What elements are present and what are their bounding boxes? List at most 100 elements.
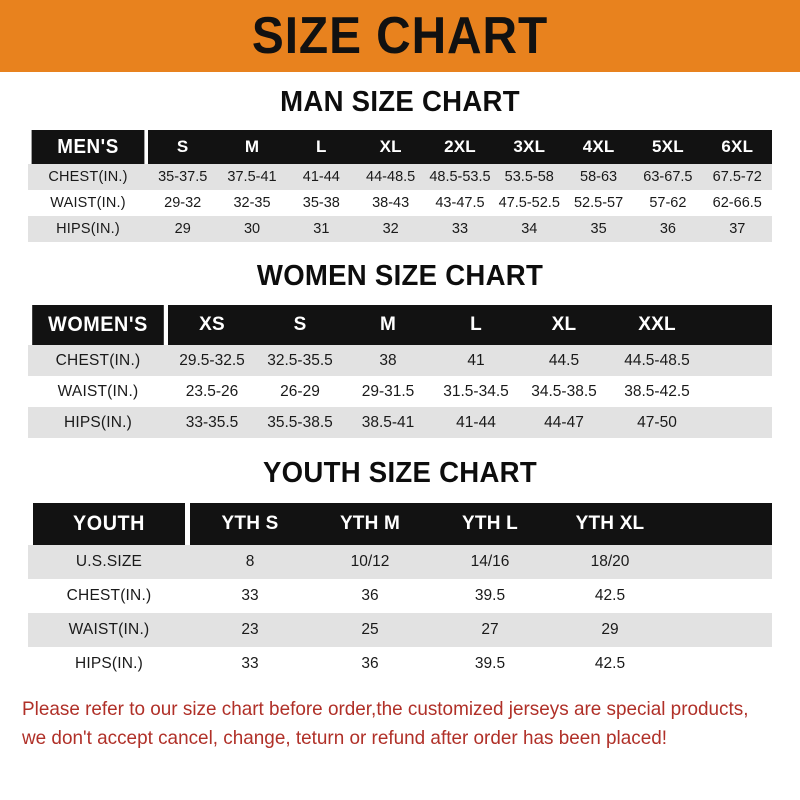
youth-row-label-waist: WAIST(IN.) bbox=[28, 613, 190, 647]
youth-hips-s: 33 bbox=[190, 647, 310, 681]
table-row: HIPS(IN.) 33 36 39.5 42.5 bbox=[28, 647, 772, 681]
man-chest-5xl: 63-67.5 bbox=[633, 164, 703, 190]
youth-row-label-us-size: U.S.SIZE bbox=[28, 545, 190, 579]
youth-col-header-yth-xl: YTH XL bbox=[550, 503, 670, 545]
man-waist-4xl: 52.5-57 bbox=[563, 190, 634, 216]
youth-col-header-yth-l: YTH L bbox=[430, 503, 550, 545]
man-hips-2xl: 33 bbox=[425, 216, 495, 242]
women-section-title: WOMEN SIZE CHART bbox=[256, 260, 544, 292]
youth-waist-xl: 29 bbox=[550, 613, 670, 647]
table-row: HIPS(IN.) 33-35.5 35.5-38.5 38.5-41 41-4… bbox=[28, 407, 772, 438]
youth-chest-s: 33 bbox=[190, 579, 310, 613]
women-header-spacer bbox=[706, 305, 772, 345]
women-row-label-chest: CHEST(IN.) bbox=[28, 345, 168, 376]
youth-ussize-xl: 18/20 bbox=[550, 545, 670, 579]
man-col-header-4xl: 4XL bbox=[563, 130, 634, 164]
youth-ussize-m: 10/12 bbox=[310, 545, 430, 579]
women-waist-xxl: 38.5-42.5 bbox=[608, 376, 706, 407]
man-table-wrap: MEN'S S M L XL 2XL 3XL 4XL 5XL 6XL CHEST… bbox=[28, 130, 772, 242]
women-col-header-l: L bbox=[432, 305, 520, 345]
women-row-label-waist: WAIST(IN.) bbox=[28, 376, 168, 407]
women-hips-spacer bbox=[706, 407, 772, 438]
women-waist-xl: 34.5-38.5 bbox=[520, 376, 608, 407]
man-waist-5xl: 57-62 bbox=[633, 190, 703, 216]
man-waist-s: 29-32 bbox=[148, 190, 218, 216]
table-row: CHEST(IN.) 29.5-32.5 32.5-35.5 38 41 44.… bbox=[28, 345, 772, 376]
youth-waist-s: 23 bbox=[190, 613, 310, 647]
youth-size-table: YOUTH YTH S YTH M YTH L YTH XL U.S.SIZE … bbox=[28, 503, 772, 681]
youth-ussize-spacer bbox=[670, 545, 772, 579]
women-chest-m: 38 bbox=[344, 345, 432, 376]
man-hips-4xl: 35 bbox=[563, 216, 634, 242]
man-row-label-waist: WAIST(IN.) bbox=[28, 190, 149, 216]
man-col-header-5xl: 5XL bbox=[633, 130, 703, 164]
women-corner-label: WOMEN'S bbox=[32, 305, 164, 345]
women-chest-xs: 29.5-32.5 bbox=[168, 345, 256, 376]
man-chest-s: 35-37.5 bbox=[148, 164, 218, 190]
women-chest-l: 41 bbox=[432, 345, 520, 376]
man-waist-m: 32-35 bbox=[217, 190, 287, 216]
women-chest-spacer bbox=[706, 345, 772, 376]
man-col-header-s: S bbox=[148, 130, 218, 164]
man-waist-2xl: 43-47.5 bbox=[425, 190, 495, 216]
page-title: SIZE CHART bbox=[251, 7, 549, 65]
table-row: WAIST(IN.) 23.5-26 26-29 29-31.5 31.5-34… bbox=[28, 376, 772, 407]
youth-hips-spacer bbox=[670, 647, 772, 681]
women-waist-xs: 23.5-26 bbox=[168, 376, 256, 407]
youth-row-label-chest: CHEST(IN.) bbox=[28, 579, 190, 613]
youth-hips-xl: 42.5 bbox=[550, 647, 670, 681]
women-hips-l: 41-44 bbox=[432, 407, 520, 438]
table-row: WAIST(IN.) 23 25 27 29 bbox=[28, 613, 772, 647]
women-hips-xl: 44-47 bbox=[520, 407, 608, 438]
man-size-table: MEN'S S M L XL 2XL 3XL 4XL 5XL 6XL CHEST… bbox=[28, 130, 772, 242]
youth-table-header-row: YOUTH YTH S YTH M YTH L YTH XL bbox=[28, 503, 772, 545]
man-chest-xl: 44-48.5 bbox=[355, 164, 426, 190]
women-table-wrap: WOMEN'S XS S M L XL XXL CHEST(IN.) 29.5-… bbox=[28, 305, 772, 438]
table-row: HIPS(IN.) 29 30 31 32 33 34 35 36 37 bbox=[28, 216, 772, 242]
youth-waist-spacer bbox=[670, 613, 772, 647]
note-line-2: we don't accept cancel, change, teturn o… bbox=[22, 727, 668, 749]
man-section-title: MAN SIZE CHART bbox=[280, 86, 520, 118]
women-waist-s: 26-29 bbox=[256, 376, 344, 407]
women-table-header-row: WOMEN'S XS S M L XL XXL bbox=[28, 305, 772, 345]
youth-waist-l: 27 bbox=[430, 613, 550, 647]
man-hips-5xl: 36 bbox=[633, 216, 703, 242]
man-col-header-l: L bbox=[286, 130, 356, 164]
women-waist-spacer bbox=[706, 376, 772, 407]
youth-chest-l: 39.5 bbox=[430, 579, 550, 613]
youth-chest-spacer bbox=[670, 579, 772, 613]
youth-ussize-s: 8 bbox=[190, 545, 310, 579]
man-hips-s: 29 bbox=[148, 216, 218, 242]
man-hips-xl: 32 bbox=[355, 216, 426, 242]
women-waist-m: 29-31.5 bbox=[344, 376, 432, 407]
youth-hips-m: 36 bbox=[310, 647, 430, 681]
table-row: U.S.SIZE 8 10/12 14/16 18/20 bbox=[28, 545, 772, 579]
man-table-header-row: MEN'S S M L XL 2XL 3XL 4XL 5XL 6XL bbox=[28, 130, 772, 164]
women-hips-xxl: 47-50 bbox=[608, 407, 706, 438]
women-col-header-m: M bbox=[344, 305, 432, 345]
youth-hips-l: 39.5 bbox=[430, 647, 550, 681]
youth-chest-m: 36 bbox=[310, 579, 430, 613]
women-chest-s: 32.5-35.5 bbox=[256, 345, 344, 376]
table-row: WAIST(IN.) 29-32 32-35 35-38 38-43 43-47… bbox=[28, 190, 772, 216]
man-chest-4xl: 58-63 bbox=[563, 164, 634, 190]
man-col-header-3xl: 3XL bbox=[494, 130, 564, 164]
women-row-label-hips: HIPS(IN.) bbox=[28, 407, 168, 438]
man-row-label-chest: CHEST(IN.) bbox=[28, 164, 149, 190]
man-col-header-2xl: 2XL bbox=[425, 130, 495, 164]
man-waist-3xl: 47.5-52.5 bbox=[494, 190, 564, 216]
women-chest-xxl: 44.5-48.5 bbox=[608, 345, 706, 376]
youth-header-spacer bbox=[670, 503, 772, 545]
man-hips-3xl: 34 bbox=[494, 216, 564, 242]
man-waist-l: 35-38 bbox=[286, 190, 356, 216]
page-banner: SIZE CHART bbox=[0, 0, 800, 72]
women-hips-s: 35.5-38.5 bbox=[256, 407, 344, 438]
man-waist-xl: 38-43 bbox=[355, 190, 426, 216]
man-col-header-m: M bbox=[217, 130, 287, 164]
man-hips-l: 31 bbox=[286, 216, 356, 242]
man-hips-m: 30 bbox=[217, 216, 287, 242]
women-col-header-xl: XL bbox=[520, 305, 608, 345]
youth-col-header-yth-s: YTH S bbox=[190, 503, 310, 545]
man-chest-l: 41-44 bbox=[286, 164, 356, 190]
